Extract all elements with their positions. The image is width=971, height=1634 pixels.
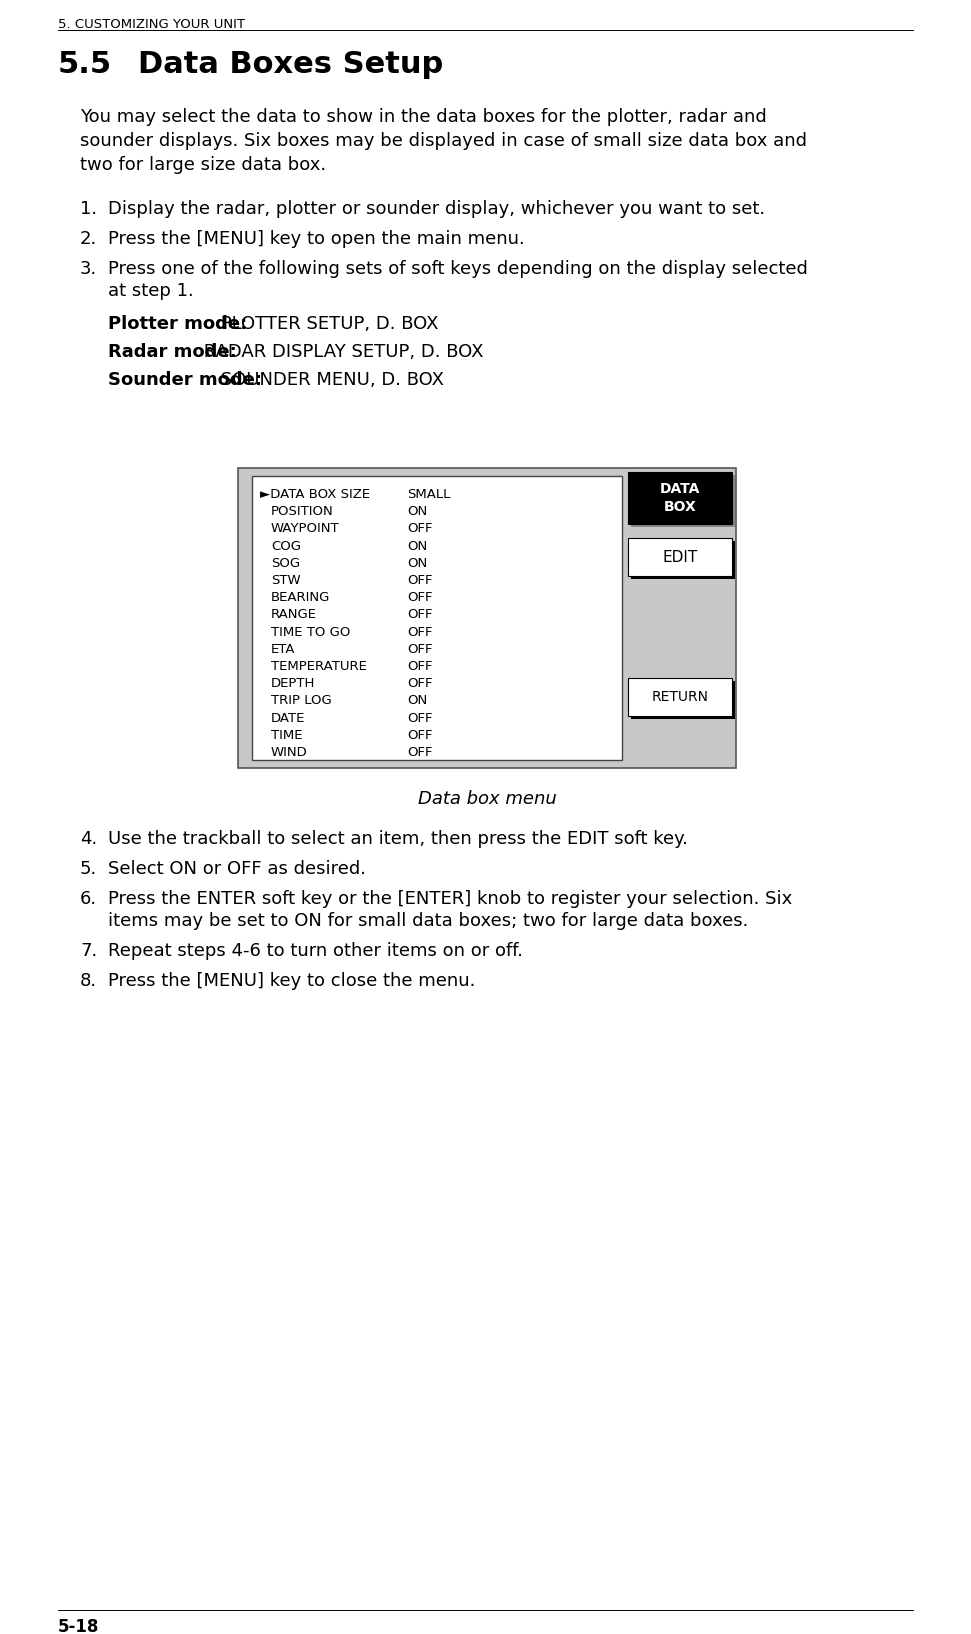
Text: SMALL: SMALL [407, 489, 451, 502]
Text: OFF: OFF [407, 660, 432, 673]
Text: ►DATA BOX SIZE: ►DATA BOX SIZE [260, 489, 370, 502]
Text: Plotter mode:: Plotter mode: [108, 315, 248, 333]
Text: DEPTH: DEPTH [271, 676, 316, 690]
Bar [631, 475, 735, 528]
Text: Data box menu: Data box menu [418, 789, 556, 807]
Text: 3.: 3. [80, 260, 97, 278]
Text: Radar mode:: Radar mode: [108, 343, 237, 361]
Text: BEARING: BEARING [271, 592, 330, 605]
Text: ETA: ETA [271, 642, 295, 655]
Text: 1.: 1. [80, 199, 97, 217]
Text: 5.5: 5.5 [58, 51, 112, 78]
Text: 4.: 4. [80, 830, 97, 848]
Text: at step 1.: at step 1. [108, 283, 194, 301]
Text: Press the ENTER soft key or the [ENTER] knob to register your selection. Six: Press the ENTER soft key or the [ENTER] … [108, 891, 792, 909]
Text: ON: ON [407, 539, 427, 552]
Text: Repeat steps 4-6 to turn other items on or off.: Repeat steps 4-6 to turn other items on … [108, 941, 523, 961]
Text: EDIT: EDIT [662, 549, 697, 564]
Text: WAYPOINT: WAYPOINT [271, 523, 340, 536]
Text: PLOTTER SETUP, D. BOX: PLOTTER SETUP, D. BOX [215, 315, 438, 333]
Text: TIME TO GO: TIME TO GO [271, 626, 351, 639]
Text: 8.: 8. [80, 972, 97, 990]
Text: RETURN: RETURN [652, 690, 709, 704]
Text: OFF: OFF [407, 711, 432, 724]
Text: You may select the data to show in the data boxes for the plotter, radar and: You may select the data to show in the d… [80, 108, 767, 126]
Text: 7.: 7. [80, 941, 97, 961]
Text: RADAR DISPLAY SETUP, D. BOX: RADAR DISPLAY SETUP, D. BOX [198, 343, 484, 361]
Bar [238, 467, 736, 768]
Bar [628, 472, 732, 525]
Text: ON: ON [407, 557, 427, 570]
Bar [631, 541, 735, 578]
Text: OFF: OFF [407, 592, 432, 605]
Bar [628, 678, 732, 716]
Text: sounder displays. Six boxes may be displayed in case of small size data box and: sounder displays. Six boxes may be displ… [80, 132, 807, 150]
Text: Press the [MENU] key to open the main menu.: Press the [MENU] key to open the main me… [108, 230, 524, 248]
Text: OFF: OFF [407, 676, 432, 690]
Text: 2.: 2. [80, 230, 97, 248]
Text: Use the trackball to select an item, then press the EDIT soft key.: Use the trackball to select an item, the… [108, 830, 687, 848]
Text: POSITION: POSITION [271, 505, 334, 518]
Text: 6.: 6. [80, 891, 97, 909]
Text: two for large size data box.: two for large size data box. [80, 155, 326, 173]
Text: 5.: 5. [80, 859, 97, 877]
Text: Sounder mode:: Sounder mode: [108, 371, 262, 389]
Text: OFF: OFF [407, 729, 432, 742]
Text: 5. CUSTOMIZING YOUR UNIT: 5. CUSTOMIZING YOUR UNIT [58, 18, 245, 31]
Text: ON: ON [407, 694, 427, 708]
Text: SOUNDER MENU, D. BOX: SOUNDER MENU, D. BOX [215, 371, 444, 389]
Text: 5-18: 5-18 [58, 1618, 99, 1634]
Bar [628, 538, 732, 577]
Text: SOG: SOG [271, 557, 300, 570]
Bar [631, 681, 735, 719]
Text: COG: COG [271, 539, 301, 552]
Text: TEMPERATURE: TEMPERATURE [271, 660, 367, 673]
Text: TRIP LOG: TRIP LOG [271, 694, 332, 708]
Text: TIME: TIME [271, 729, 303, 742]
Text: DATE: DATE [271, 711, 305, 724]
Text: OFF: OFF [407, 626, 432, 639]
Text: Press one of the following sets of soft keys depending on the display selected: Press one of the following sets of soft … [108, 260, 808, 278]
Text: OFF: OFF [407, 523, 432, 536]
Text: items may be set to ON for small data boxes; two for large data boxes.: items may be set to ON for small data bo… [108, 912, 749, 930]
Text: DATA
BOX: DATA BOX [660, 482, 700, 513]
Text: Data Boxes Setup: Data Boxes Setup [138, 51, 443, 78]
Text: STW: STW [271, 574, 301, 587]
Text: Select ON or OFF as desired.: Select ON or OFF as desired. [108, 859, 366, 877]
Text: OFF: OFF [407, 574, 432, 587]
Text: Display the radar, plotter or sounder display, whichever you want to set.: Display the radar, plotter or sounder di… [108, 199, 765, 217]
Text: Press the [MENU] key to close the menu.: Press the [MENU] key to close the menu. [108, 972, 476, 990]
Text: WIND: WIND [271, 747, 308, 760]
Text: OFF: OFF [407, 642, 432, 655]
Text: OFF: OFF [407, 608, 432, 621]
Text: OFF: OFF [407, 747, 432, 760]
Text: RANGE: RANGE [271, 608, 317, 621]
Text: ON: ON [407, 505, 427, 518]
Bar [252, 475, 622, 760]
